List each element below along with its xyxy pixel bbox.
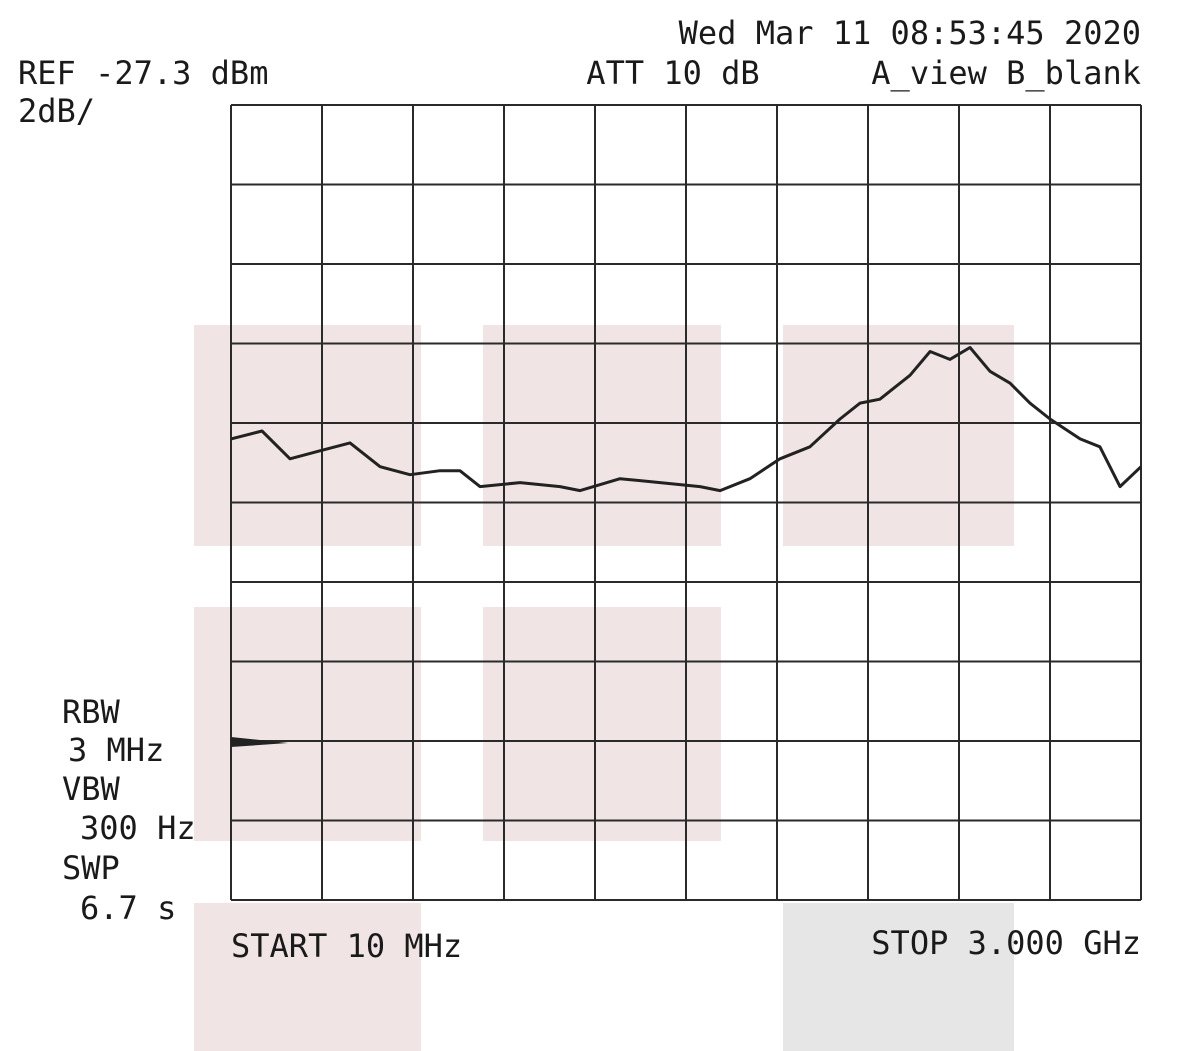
graticule: [230, 104, 1142, 901]
redaction-box: [483, 607, 721, 841]
ref-level: REF -27.3 dBm: [18, 54, 268, 92]
vbw-value: 300 Hz: [80, 809, 196, 847]
vbw-label: VBW: [62, 770, 121, 808]
stop-frequency: STOP 3.000 GHz: [871, 924, 1141, 962]
rbw-label: RBW: [62, 693, 121, 731]
reference-marker: [231, 737, 288, 747]
rbw-value: 3 MHz: [68, 731, 164, 769]
attenuation: ATT 10 dB: [586, 54, 759, 92]
trace-modes: A_view B_blank: [871, 54, 1141, 92]
redaction-boxes: [194, 325, 1014, 1051]
redaction-box: [194, 325, 421, 546]
timestamp: Wed Mar 11 08:53:45 2020: [679, 14, 1141, 52]
trace: [230, 346, 1143, 493]
swp-label: SWP: [62, 849, 120, 887]
redaction-box: [194, 607, 421, 841]
swp-value: 6.7 s: [80, 889, 176, 927]
start-frequency: START 10 MHz: [231, 927, 462, 965]
redaction-box: [194, 903, 421, 1051]
redaction-box: [483, 325, 721, 546]
scale: 2dB/: [18, 92, 95, 130]
redaction-box: [783, 903, 1014, 1051]
